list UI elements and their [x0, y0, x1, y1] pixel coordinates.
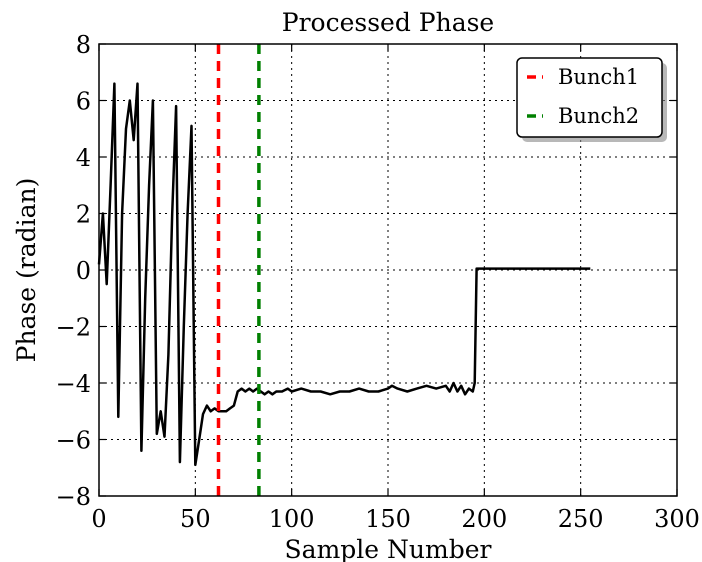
x-tick-labels: 0 50 100 150 200 250 300 — [91, 505, 700, 533]
x-tick-label: 50 — [180, 505, 211, 533]
y-tick-label: −4 — [56, 370, 91, 398]
x-tick-label: 200 — [461, 505, 507, 533]
x-axis-label: Sample Number — [285, 535, 492, 562]
y-tick-label: 4 — [76, 144, 91, 172]
y-tick-label: −6 — [56, 427, 91, 455]
chart-title: Processed Phase — [282, 8, 494, 37]
x-tick-label: 300 — [654, 505, 700, 533]
y-tick-label: −2 — [56, 314, 91, 342]
x-tick-label: 0 — [91, 505, 106, 533]
legend: Bunch1 Bunch2 — [516, 57, 667, 142]
x-tick-label: 250 — [558, 505, 604, 533]
y-tick-labels: −8 −6 −4 −2 0 2 4 6 8 — [56, 31, 91, 511]
y-axis-label: Phase (radian) — [12, 178, 41, 363]
x-tick-label: 100 — [269, 505, 315, 533]
data-series — [97, 44, 591, 496]
legend-label-bunch1: Bunch1 — [558, 65, 639, 89]
series-line-phase — [97, 82, 591, 467]
y-tick-label: −8 — [56, 483, 91, 511]
y-tick-label: 8 — [76, 31, 91, 59]
tick-marks — [98, 43, 678, 497]
y-tick-label: 6 — [76, 88, 91, 116]
legend-label-bunch2: Bunch2 — [558, 104, 639, 128]
y-tick-label: 0 — [76, 257, 91, 285]
legend-box — [516, 57, 663, 138]
x-tick-label: 150 — [365, 505, 411, 533]
y-tick-label: 2 — [76, 201, 91, 229]
